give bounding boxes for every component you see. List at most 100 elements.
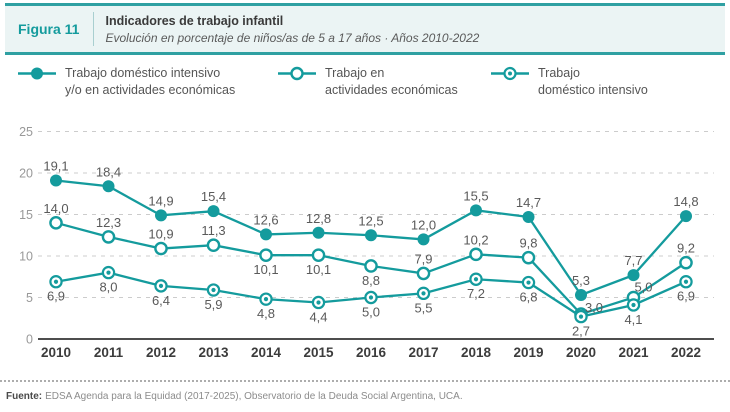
source-text: EDSA Agenda para la Equidad (2017-2025),… — [45, 391, 463, 402]
y-tick-label: 20 — [19, 167, 33, 181]
data-point-label: 7,9 — [414, 251, 432, 266]
figure-header: Figura 11 Indicadores de trabajo infanti… — [5, 3, 725, 55]
data-point-marker — [365, 229, 377, 242]
data-point-marker — [521, 250, 536, 265]
year-label: 2013 — [198, 345, 229, 360]
data-point-marker — [416, 266, 431, 281]
data-point-label: 8,0 — [99, 280, 117, 295]
legend-label-line2: y/o en actividades económicas — [65, 83, 236, 97]
data-point-label: 12,6 — [253, 212, 278, 227]
data-point-marker-dot — [316, 300, 321, 305]
data-point-label: 5,0 — [634, 280, 652, 295]
year-label: 2018 — [461, 345, 492, 360]
data-point-label: 10,1 — [253, 262, 278, 277]
source-label: Fuente: — [6, 391, 43, 402]
data-point-marker — [101, 230, 116, 244]
data-point-marker-dot — [578, 314, 584, 319]
data-point-label: 9,8 — [519, 236, 537, 251]
data-point-marker-dot — [526, 280, 531, 285]
data-point-label: 6,9 — [47, 289, 65, 304]
data-point-label: 9,2 — [677, 241, 695, 256]
data-point-label: 12,8 — [306, 211, 331, 226]
data-point-marker-dot — [211, 287, 216, 293]
year-label: 2015 — [303, 345, 334, 360]
data-point-label: 6,8 — [519, 290, 537, 305]
data-point-label: 14,7 — [516, 195, 541, 210]
data-point-marker-dot — [263, 297, 269, 302]
data-point-label: 11,3 — [201, 223, 225, 238]
data-point-marker — [206, 238, 221, 253]
data-point-label: 12,0 — [411, 217, 436, 232]
data-point-label: 4,8 — [257, 306, 275, 321]
year-label: 2012 — [146, 345, 176, 360]
data-point-label: 4,4 — [309, 309, 327, 324]
year-label: 2010 — [41, 345, 71, 360]
figure-number-label: Figura 11 — [18, 21, 80, 37]
data-point-label: 19,1 — [43, 158, 68, 173]
data-point-marker — [575, 289, 587, 302]
data-point-marker-dot — [106, 270, 111, 275]
data-point-label: 10,1 — [306, 262, 331, 277]
data-point-marker — [49, 216, 63, 230]
filled-circle-marker-icon — [17, 65, 57, 81]
year-label: 2017 — [408, 345, 438, 360]
data-point-marker — [102, 180, 115, 193]
data-point-marker — [417, 233, 430, 246]
data-point-marker — [522, 210, 535, 223]
data-point-marker — [679, 255, 693, 270]
data-point-label: 14,0 — [43, 201, 68, 216]
legend-label-line2: doméstico intensivo — [538, 83, 648, 97]
data-point-marker — [207, 205, 220, 218]
data-point-marker — [627, 269, 640, 282]
year-label: 2020 — [566, 345, 596, 360]
data-point-label: 10,9 — [148, 227, 173, 242]
data-point-marker-dot — [158, 283, 164, 288]
data-point-label: 14,9 — [148, 193, 173, 208]
data-point-marker — [364, 259, 378, 273]
data-point-label: 5,5 — [414, 300, 432, 315]
year-label: 2014 — [251, 345, 282, 360]
legend-item-trabajo-domestico: Trabajo doméstico intensivo — [490, 65, 648, 99]
header-titles: Indicadores de trabajo infantil Evolució… — [94, 14, 479, 45]
legend-label-line1: Trabajo doméstico intensivo — [65, 66, 221, 80]
legend-label-line2: actividades económicas — [325, 83, 458, 97]
data-point-label: 7,2 — [467, 286, 485, 301]
data-point-marker — [311, 248, 326, 262]
data-point-label: 18,4 — [96, 164, 121, 179]
data-point-label: 2,7 — [572, 324, 590, 339]
data-point-label: 15,5 — [463, 188, 488, 203]
data-point-label: 8,8 — [362, 273, 380, 288]
y-tick-label: 5 — [26, 291, 33, 305]
data-point-label: 6,9 — [677, 289, 695, 304]
year-label: 2016 — [356, 345, 387, 360]
y-tick-label: 25 — [19, 125, 33, 139]
open-circle-marker-icon — [277, 65, 317, 81]
y-tick-label: 0 — [26, 333, 33, 347]
figure-title: Indicadores de trabajo infantil — [105, 13, 284, 28]
data-point-marker — [312, 226, 325, 239]
bullseye-circle-marker-icon — [490, 65, 530, 81]
data-point-marker — [155, 209, 167, 222]
data-point-label: 6,4 — [152, 293, 170, 308]
legend-item-label: Trabajo doméstico intensivo — [538, 65, 648, 99]
legend-item-trabajo-domestico-y-economicas: Trabajo doméstico intensivo y/o en activ… — [17, 65, 235, 99]
data-point-label: 12,3 — [96, 215, 121, 230]
legend-label-line1: Trabajo — [538, 66, 580, 80]
data-point-label: 14,8 — [673, 194, 698, 209]
data-point-marker-dot — [473, 277, 479, 282]
year-label: 2021 — [618, 345, 649, 360]
legend-item-label: Trabajo doméstico intensivo y/o en activ… — [65, 65, 235, 99]
data-point-marker — [154, 241, 168, 256]
data-point-label: 4,1 — [624, 312, 642, 327]
data-point-label: 3,0 — [585, 300, 603, 315]
data-point-marker-dot — [683, 279, 689, 284]
y-tick-label: 10 — [19, 250, 33, 264]
year-label: 2011 — [94, 345, 124, 360]
legend-label-line1: Trabajo en — [325, 66, 385, 80]
data-point-label: 10,2 — [463, 232, 488, 247]
data-point-marker-dot — [368, 295, 374, 300]
data-point-marker-dot — [421, 291, 426, 296]
year-label: 2019 — [513, 345, 543, 360]
data-point-marker — [680, 210, 692, 223]
